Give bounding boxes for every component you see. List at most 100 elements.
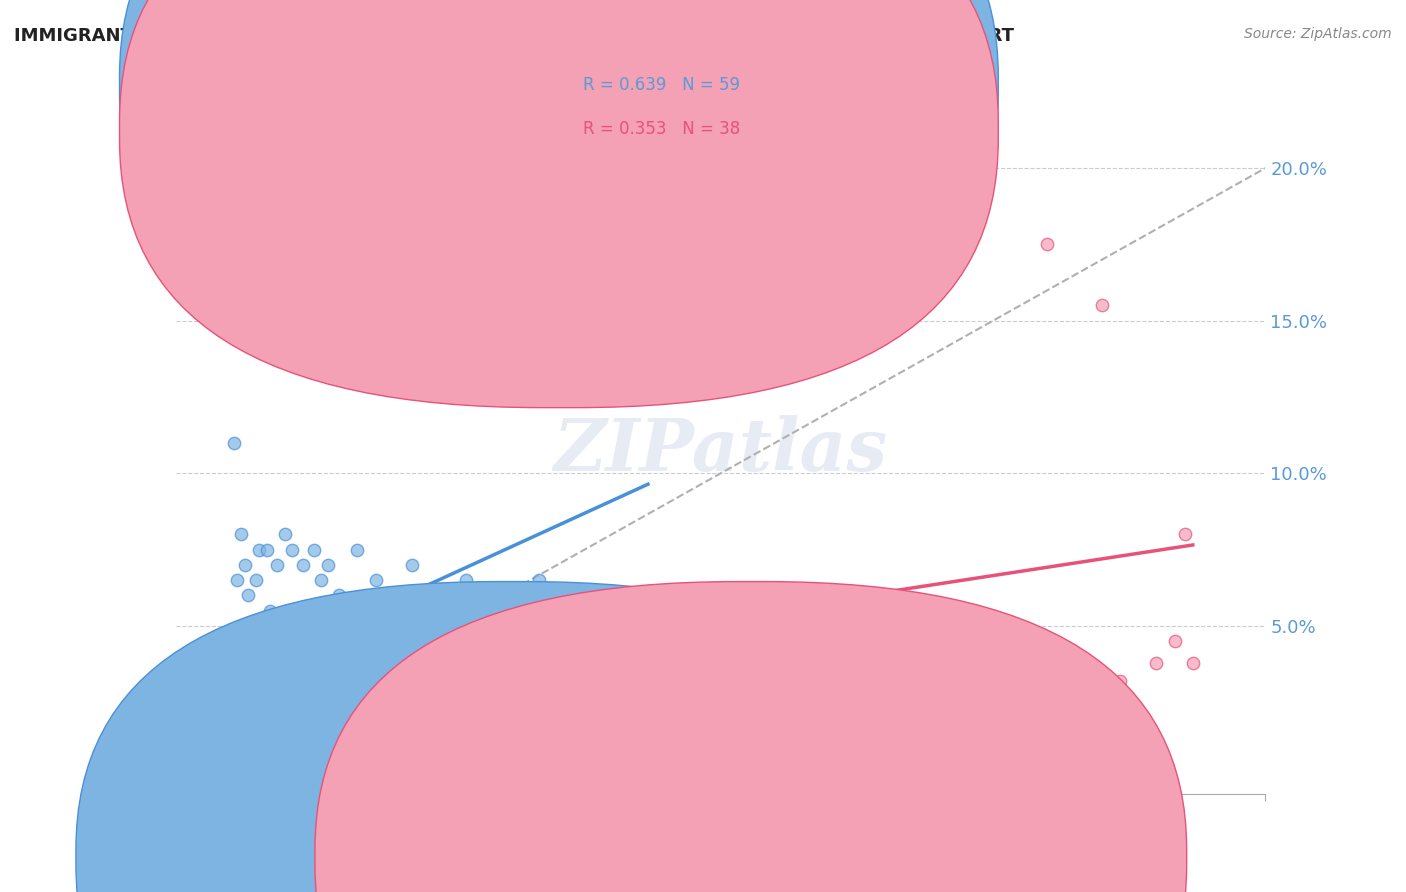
Point [183, 680, 205, 694]
Point [291, 680, 314, 694]
Point [231, 665, 253, 679]
Point [1163, 634, 1185, 648]
Point [291, 558, 314, 572]
Point [212, 741, 235, 756]
Point [176, 695, 198, 709]
Point [183, 695, 205, 709]
Point [186, 695, 209, 709]
Point [456, 573, 478, 587]
Point [256, 649, 278, 664]
Point [176, 741, 198, 756]
Point [274, 527, 297, 541]
Point [172, 710, 194, 724]
Point [179, 686, 201, 700]
Point [169, 726, 191, 740]
Point [179, 747, 201, 762]
Point [259, 604, 281, 618]
Point [818, 589, 841, 603]
Point [204, 695, 226, 709]
Point [201, 747, 224, 762]
Point [194, 680, 217, 694]
Text: Source: ZipAtlas.com: Source: ZipAtlas.com [1244, 27, 1392, 41]
Point [222, 435, 245, 450]
Point [238, 589, 260, 603]
Point [233, 558, 256, 572]
Point [673, 634, 696, 648]
Point [183, 735, 205, 749]
Point [401, 558, 423, 572]
Point [176, 756, 198, 771]
Point [245, 573, 267, 587]
Point [208, 665, 231, 679]
Point [186, 726, 209, 740]
Point [256, 542, 278, 557]
Point [197, 741, 219, 756]
Point [745, 673, 768, 688]
Point [637, 589, 659, 603]
Point [492, 643, 515, 657]
Point [346, 634, 368, 648]
Point [274, 649, 297, 664]
Point [364, 573, 387, 587]
Point [419, 656, 441, 670]
Point [492, 589, 515, 603]
Point [186, 747, 209, 762]
Point [247, 542, 270, 557]
Point [190, 741, 212, 756]
Point [204, 747, 226, 762]
Text: IMMIGRANTS FROM AUSTRALIA VS NORTHERN EUROPEAN VISION DISABILITY CORRELATION CHA: IMMIGRANTS FROM AUSTRALIA VS NORTHERN EU… [14, 27, 1014, 45]
Point [219, 705, 242, 719]
Point [281, 542, 304, 557]
Point [1181, 656, 1204, 670]
Point [1036, 237, 1059, 252]
Point [219, 735, 242, 749]
Point [328, 589, 350, 603]
Point [169, 710, 191, 724]
Point [215, 680, 238, 694]
Point [208, 747, 231, 762]
Text: R = 0.353   N = 38: R = 0.353 N = 38 [583, 120, 741, 138]
Point [201, 726, 224, 740]
Point [212, 710, 235, 724]
Point [346, 542, 368, 557]
Point [318, 558, 340, 572]
Point [194, 747, 217, 762]
Point [309, 649, 332, 664]
Point [172, 726, 194, 740]
Point [194, 716, 217, 731]
Text: Immigrants from Australia: Immigrants from Australia [534, 847, 752, 865]
Point [891, 604, 914, 618]
Point [309, 573, 332, 587]
Point [190, 710, 212, 724]
Point [582, 604, 605, 618]
Point [527, 573, 550, 587]
Point [382, 589, 405, 603]
Point [183, 705, 205, 719]
Point [183, 756, 205, 771]
Point [186, 710, 209, 724]
Point [456, 634, 478, 648]
Point [197, 710, 219, 724]
Point [1091, 298, 1114, 312]
Point [201, 695, 224, 709]
Point [1174, 527, 1197, 541]
Text: R = 0.639   N = 59: R = 0.639 N = 59 [583, 76, 741, 94]
Point [208, 716, 231, 731]
Point [1109, 673, 1132, 688]
Text: ZIPatlas: ZIPatlas [554, 415, 887, 486]
Point [231, 527, 253, 541]
Point [179, 716, 201, 731]
Point [266, 558, 288, 572]
Point [238, 665, 260, 679]
Point [176, 726, 198, 740]
Point [302, 542, 325, 557]
Point [172, 695, 194, 709]
Point [179, 726, 201, 740]
Point [226, 573, 249, 587]
Point [219, 680, 242, 694]
Point [963, 625, 986, 640]
Point [172, 741, 194, 756]
Text: 0.0%: 0.0% [176, 818, 218, 836]
Point [419, 589, 441, 603]
Point [176, 710, 198, 724]
